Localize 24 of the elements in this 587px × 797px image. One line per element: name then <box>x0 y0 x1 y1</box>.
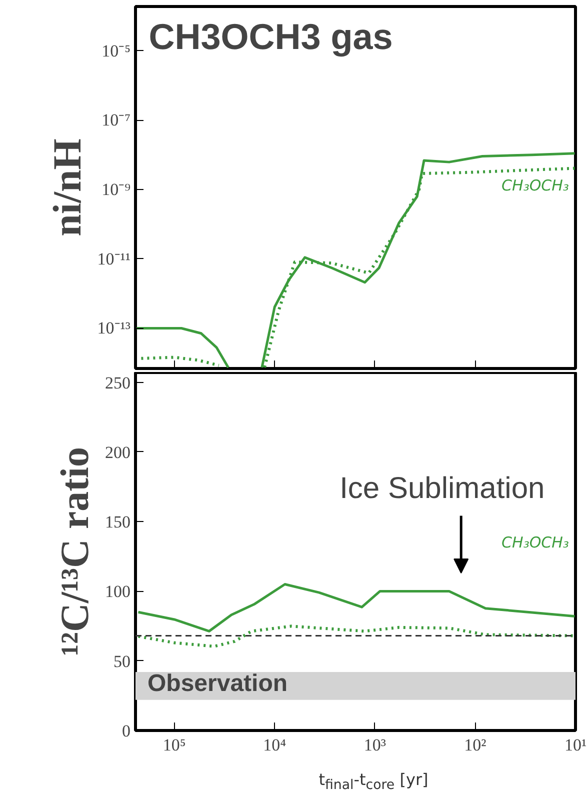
y-tick-label: 10⁻¹¹ <box>97 249 131 268</box>
x-tick-label: 10⁵ <box>162 736 186 754</box>
y-tick-label: 200 <box>105 442 130 462</box>
band-label: Observation <box>148 670 288 697</box>
chart-title: CH3OCH3 gas <box>148 16 393 58</box>
x-tick-label: 10¹ <box>564 736 587 754</box>
annotation: Ice Sublimation <box>340 472 545 505</box>
y-tick-label: 100 <box>105 582 130 602</box>
x-tick-label: 10⁴ <box>263 736 286 754</box>
y-axis-title: ¹²C/¹³C ratio <box>52 446 97 656</box>
y-tick-label: 0 <box>122 722 130 740</box>
y-tick-label: 10⁻⁷ <box>102 110 131 130</box>
x-tick-label: 10² <box>464 736 486 754</box>
text: CH₃OCH₃ <box>502 534 569 552</box>
y-tick-label: 250 <box>105 373 130 392</box>
x-axis-title: t$_{final}$-t$_{core}$ [yr] <box>318 769 428 796</box>
y-tick-label: 10⁻⁹ <box>102 180 131 200</box>
x-tick-label: 10³ <box>364 736 386 754</box>
y-tick-label: 50 <box>114 652 130 671</box>
y-tick-label: 10⁻¹³ <box>97 318 131 338</box>
series-label: CH₃OCH₃ <box>502 176 569 195</box>
y-tick-label: 10⁻⁵ <box>102 41 131 60</box>
y-tick-label: 150 <box>105 512 130 532</box>
y-axis-title: ni/nH <box>44 138 90 236</box>
